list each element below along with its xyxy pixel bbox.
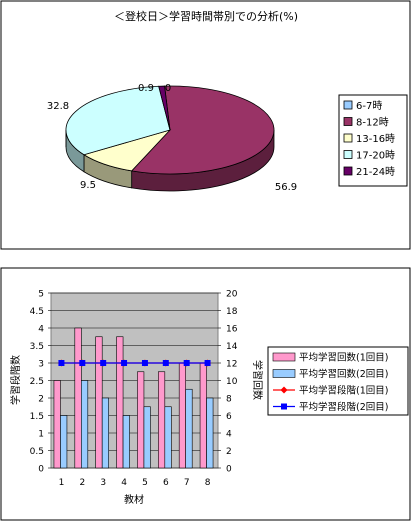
x-tick-label: 2: [79, 478, 85, 488]
bar-2: [185, 388, 193, 469]
right-axis-ticks: 0 2 4 6 8 10 12 14 16 18 20: [218, 290, 238, 475]
pie-legend-swatch: [343, 100, 353, 110]
line-point: [162, 360, 169, 366]
pie-legend-label: 17-20時: [356, 150, 395, 162]
left-tick-label: 0: [38, 465, 44, 475]
line-point: [121, 360, 128, 366]
x-tick-label: 5: [142, 478, 148, 488]
left-tick-label: 3: [38, 360, 44, 370]
x-tick-label: 3: [100, 478, 106, 488]
pie-legend-swatch: [343, 133, 353, 143]
right-tick-label: 2: [226, 447, 232, 457]
pie-legend-swatch: [343, 150, 353, 159]
right-tick-label: 12: [226, 360, 237, 370]
right-tick-label: 4: [226, 430, 232, 440]
bar-2: [143, 406, 151, 469]
x-tick-label: 4: [121, 478, 127, 488]
bar-1: [53, 380, 61, 469]
pie-slice-2: [130, 85, 275, 175]
bar-1: [178, 362, 186, 469]
legend-label: 平均学習段階(1回目): [299, 385, 388, 397]
bars: [53, 327, 214, 469]
right-tick-label: 10: [226, 377, 238, 387]
pie-chart-title: ＜登校日＞学習時間帯別での分析(%): [114, 9, 298, 23]
right-tick-label: 16: [226, 325, 238, 335]
right-tick-label: 14: [226, 342, 238, 352]
bar-2: [101, 397, 109, 469]
bar-1: [137, 371, 145, 469]
pie-legend-label: 21-24時: [356, 166, 395, 178]
line-point: [58, 360, 65, 366]
left-axis-ticks: 0 0.5 1 1.5 2 2.5 3 3.5 4 4.5 5: [30, 290, 51, 475]
bar-2: [164, 406, 172, 469]
line-point: [204, 360, 211, 366]
bar-1: [116, 336, 124, 469]
x-axis-ticks: 1 2 3 4 5 6 7 8: [59, 478, 211, 488]
series-lines: [57, 359, 212, 367]
pie-legend-label: 13-16時: [356, 133, 395, 145]
pie-slices: [65, 85, 275, 192]
x-tick-label: 1: [59, 478, 65, 488]
line-point: [141, 360, 148, 366]
left-axis-label: 学習段階数: [9, 355, 22, 405]
pie-legend-swatch: [343, 166, 353, 176]
pie-data-label: 32.8: [47, 101, 69, 112]
pie-data-labels: 0 56.9 9.5 32.8 0.9: [47, 83, 297, 193]
right-tick-label: 8: [226, 395, 232, 405]
left-tick-label: 3.5: [30, 342, 44, 352]
left-tick-label: 2.5: [30, 377, 44, 387]
right-tick-label: 20: [226, 290, 238, 300]
pie-legend-label: 6-7時: [356, 100, 382, 112]
pie-data-label: 9.5: [80, 180, 96, 191]
bar-1: [74, 327, 82, 469]
left-tick-label: 1: [38, 430, 44, 440]
right-tick-label: 18: [226, 307, 238, 317]
left-tick-label: 5: [38, 290, 44, 300]
legend-label: 平均学習回数(1回目): [299, 352, 388, 364]
pie-data-label: 0.9: [138, 83, 154, 94]
left-tick-label: 1.5: [30, 412, 44, 422]
bar-1: [199, 362, 207, 469]
pie-slice-4: [65, 85, 171, 156]
pie-chart: ＜登校日＞学習時間帯別での分析(%) 0 56.9 9.5 32.8 0.9 6-7時 8…: [0, 0, 411, 250]
legend-label: 平均学習回数(2回目): [299, 368, 388, 380]
line-point: [100, 360, 107, 366]
pie-legend: 6-7時 8-12時 13-16時 17-20時 21-24時: [338, 94, 408, 187]
x-axis-label: 教材: [124, 493, 144, 506]
left-tick-label: 4: [38, 325, 44, 335]
pie-data-label: 56.9: [275, 182, 297, 193]
pie-legend-swatch: [343, 117, 353, 126]
legend-swatch: [272, 369, 296, 378]
line-point: [79, 360, 86, 366]
bar-1: [158, 371, 166, 469]
pie-data-label: 0: [165, 83, 171, 94]
legend-label: 平均学習段階(2回目): [299, 401, 388, 413]
bar-line-chart: 00.511.522.533.544.55 02468101214161820 …: [0, 267, 411, 521]
legend-marker: [281, 403, 287, 410]
bar-2: [122, 415, 130, 469]
left-tick-label: 4.5: [30, 307, 44, 317]
pie-slice-5: [158, 85, 171, 131]
pie-legend-label: 8-12時: [356, 117, 389, 129]
right-tick-label: 0: [226, 465, 232, 475]
line-point: [183, 360, 190, 366]
bar-1: [95, 336, 103, 469]
x-tick-label: 8: [205, 478, 211, 488]
bar-2: [206, 397, 214, 469]
legend-marker: [280, 386, 288, 394]
left-tick-label: 0.5: [30, 447, 44, 457]
left-tick-label: 2: [38, 395, 44, 405]
x-tick-label: 6: [163, 478, 169, 488]
right-tick-label: 6: [226, 412, 232, 422]
right-axis-label: 学習回数: [251, 360, 264, 400]
x-tick-label: 7: [184, 478, 190, 488]
bar-2: [60, 415, 68, 469]
bar-2: [81, 380, 89, 469]
legend-swatch: [272, 352, 296, 362]
bar-chart-legend: 平均学習回数(1回目) 平均学習回数(2回目) 平均学習段階(1回目) 平均学習段階(…: [267, 346, 409, 416]
